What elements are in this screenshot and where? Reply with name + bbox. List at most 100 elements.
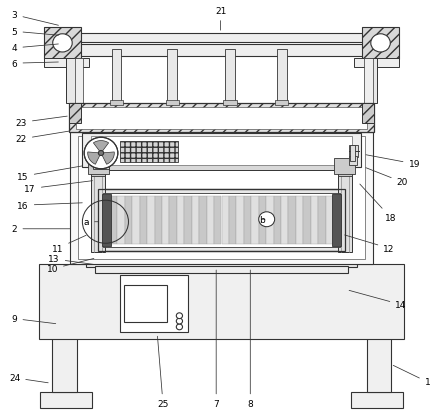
Bar (288, 197, 296, 244)
Bar (338, 174, 352, 252)
Bar (155, 197, 162, 244)
Circle shape (176, 318, 183, 324)
Text: 2: 2 (12, 225, 70, 234)
Bar (259, 197, 266, 244)
Bar (39, 264, 404, 339)
Text: 14: 14 (349, 291, 407, 309)
Bar (303, 197, 311, 244)
Bar (277, 50, 287, 104)
Bar (75, 59, 83, 104)
Bar (334, 159, 355, 174)
Text: 23: 23 (16, 117, 67, 128)
Bar (311, 197, 318, 244)
Bar (251, 197, 259, 244)
Text: b: b (260, 215, 265, 224)
Bar (332, 195, 341, 246)
Bar (225, 50, 235, 104)
Bar (338, 169, 352, 177)
Circle shape (259, 212, 275, 227)
Bar (91, 136, 352, 165)
Bar (103, 193, 340, 248)
Bar (192, 197, 199, 244)
Text: 8: 8 (248, 271, 253, 408)
Text: 25: 25 (157, 337, 169, 408)
Text: 9: 9 (12, 314, 56, 324)
Text: 10: 10 (47, 259, 94, 274)
Bar (117, 197, 125, 244)
Bar (169, 197, 177, 244)
Polygon shape (101, 152, 114, 165)
Bar (44, 28, 81, 60)
Bar (184, 197, 192, 244)
Text: 15: 15 (17, 166, 82, 181)
Text: 7: 7 (214, 271, 219, 408)
Bar (162, 197, 169, 244)
Bar (91, 174, 105, 252)
Text: 11: 11 (52, 236, 86, 253)
Polygon shape (93, 141, 109, 154)
Bar (98, 190, 345, 251)
Bar (44, 59, 89, 68)
Bar (350, 145, 355, 162)
Bar (222, 197, 229, 244)
Bar (365, 59, 377, 104)
Text: 3: 3 (12, 11, 58, 26)
Bar (349, 145, 358, 158)
Bar (82, 133, 361, 167)
Circle shape (176, 313, 183, 319)
Bar (91, 169, 105, 177)
Bar (274, 197, 281, 244)
Bar (351, 392, 403, 408)
Bar (69, 104, 81, 124)
Bar (214, 197, 222, 244)
Polygon shape (88, 152, 101, 165)
Circle shape (371, 35, 390, 53)
Bar (318, 197, 326, 244)
Bar (91, 162, 352, 170)
Text: 16: 16 (17, 201, 82, 210)
Bar (102, 195, 111, 246)
Bar (364, 59, 373, 104)
Text: a: a (84, 218, 98, 227)
Bar (223, 100, 237, 105)
Bar (132, 197, 140, 244)
Bar (362, 104, 374, 124)
Bar (266, 197, 274, 244)
Text: 21: 21 (215, 7, 226, 31)
Text: 5: 5 (12, 28, 58, 37)
Bar (362, 28, 399, 60)
Bar (354, 59, 399, 68)
Text: 1: 1 (393, 366, 430, 387)
Bar (367, 331, 391, 392)
Bar (93, 155, 109, 169)
Bar (199, 197, 206, 244)
Text: 24: 24 (9, 373, 48, 383)
Bar (69, 104, 374, 133)
Bar (120, 142, 178, 162)
Bar (206, 197, 214, 244)
Text: 13: 13 (48, 255, 94, 265)
Bar (275, 100, 288, 105)
Bar (349, 157, 357, 166)
Bar (76, 107, 367, 130)
Bar (244, 197, 251, 244)
Bar (69, 34, 374, 43)
Circle shape (176, 324, 183, 330)
Bar (147, 197, 155, 244)
Bar (88, 159, 109, 174)
Text: 22: 22 (16, 132, 69, 144)
Circle shape (98, 151, 104, 156)
Bar (95, 266, 348, 273)
Bar (166, 100, 179, 105)
Bar (98, 190, 345, 251)
Bar (281, 197, 288, 244)
Bar (86, 256, 357, 268)
Text: 18: 18 (360, 185, 396, 223)
Bar (66, 59, 78, 104)
Bar (140, 197, 147, 244)
Text: 12: 12 (345, 235, 395, 253)
Bar (296, 197, 303, 244)
Text: 17: 17 (24, 181, 93, 194)
Bar (40, 392, 92, 408)
Text: 4: 4 (12, 44, 58, 53)
